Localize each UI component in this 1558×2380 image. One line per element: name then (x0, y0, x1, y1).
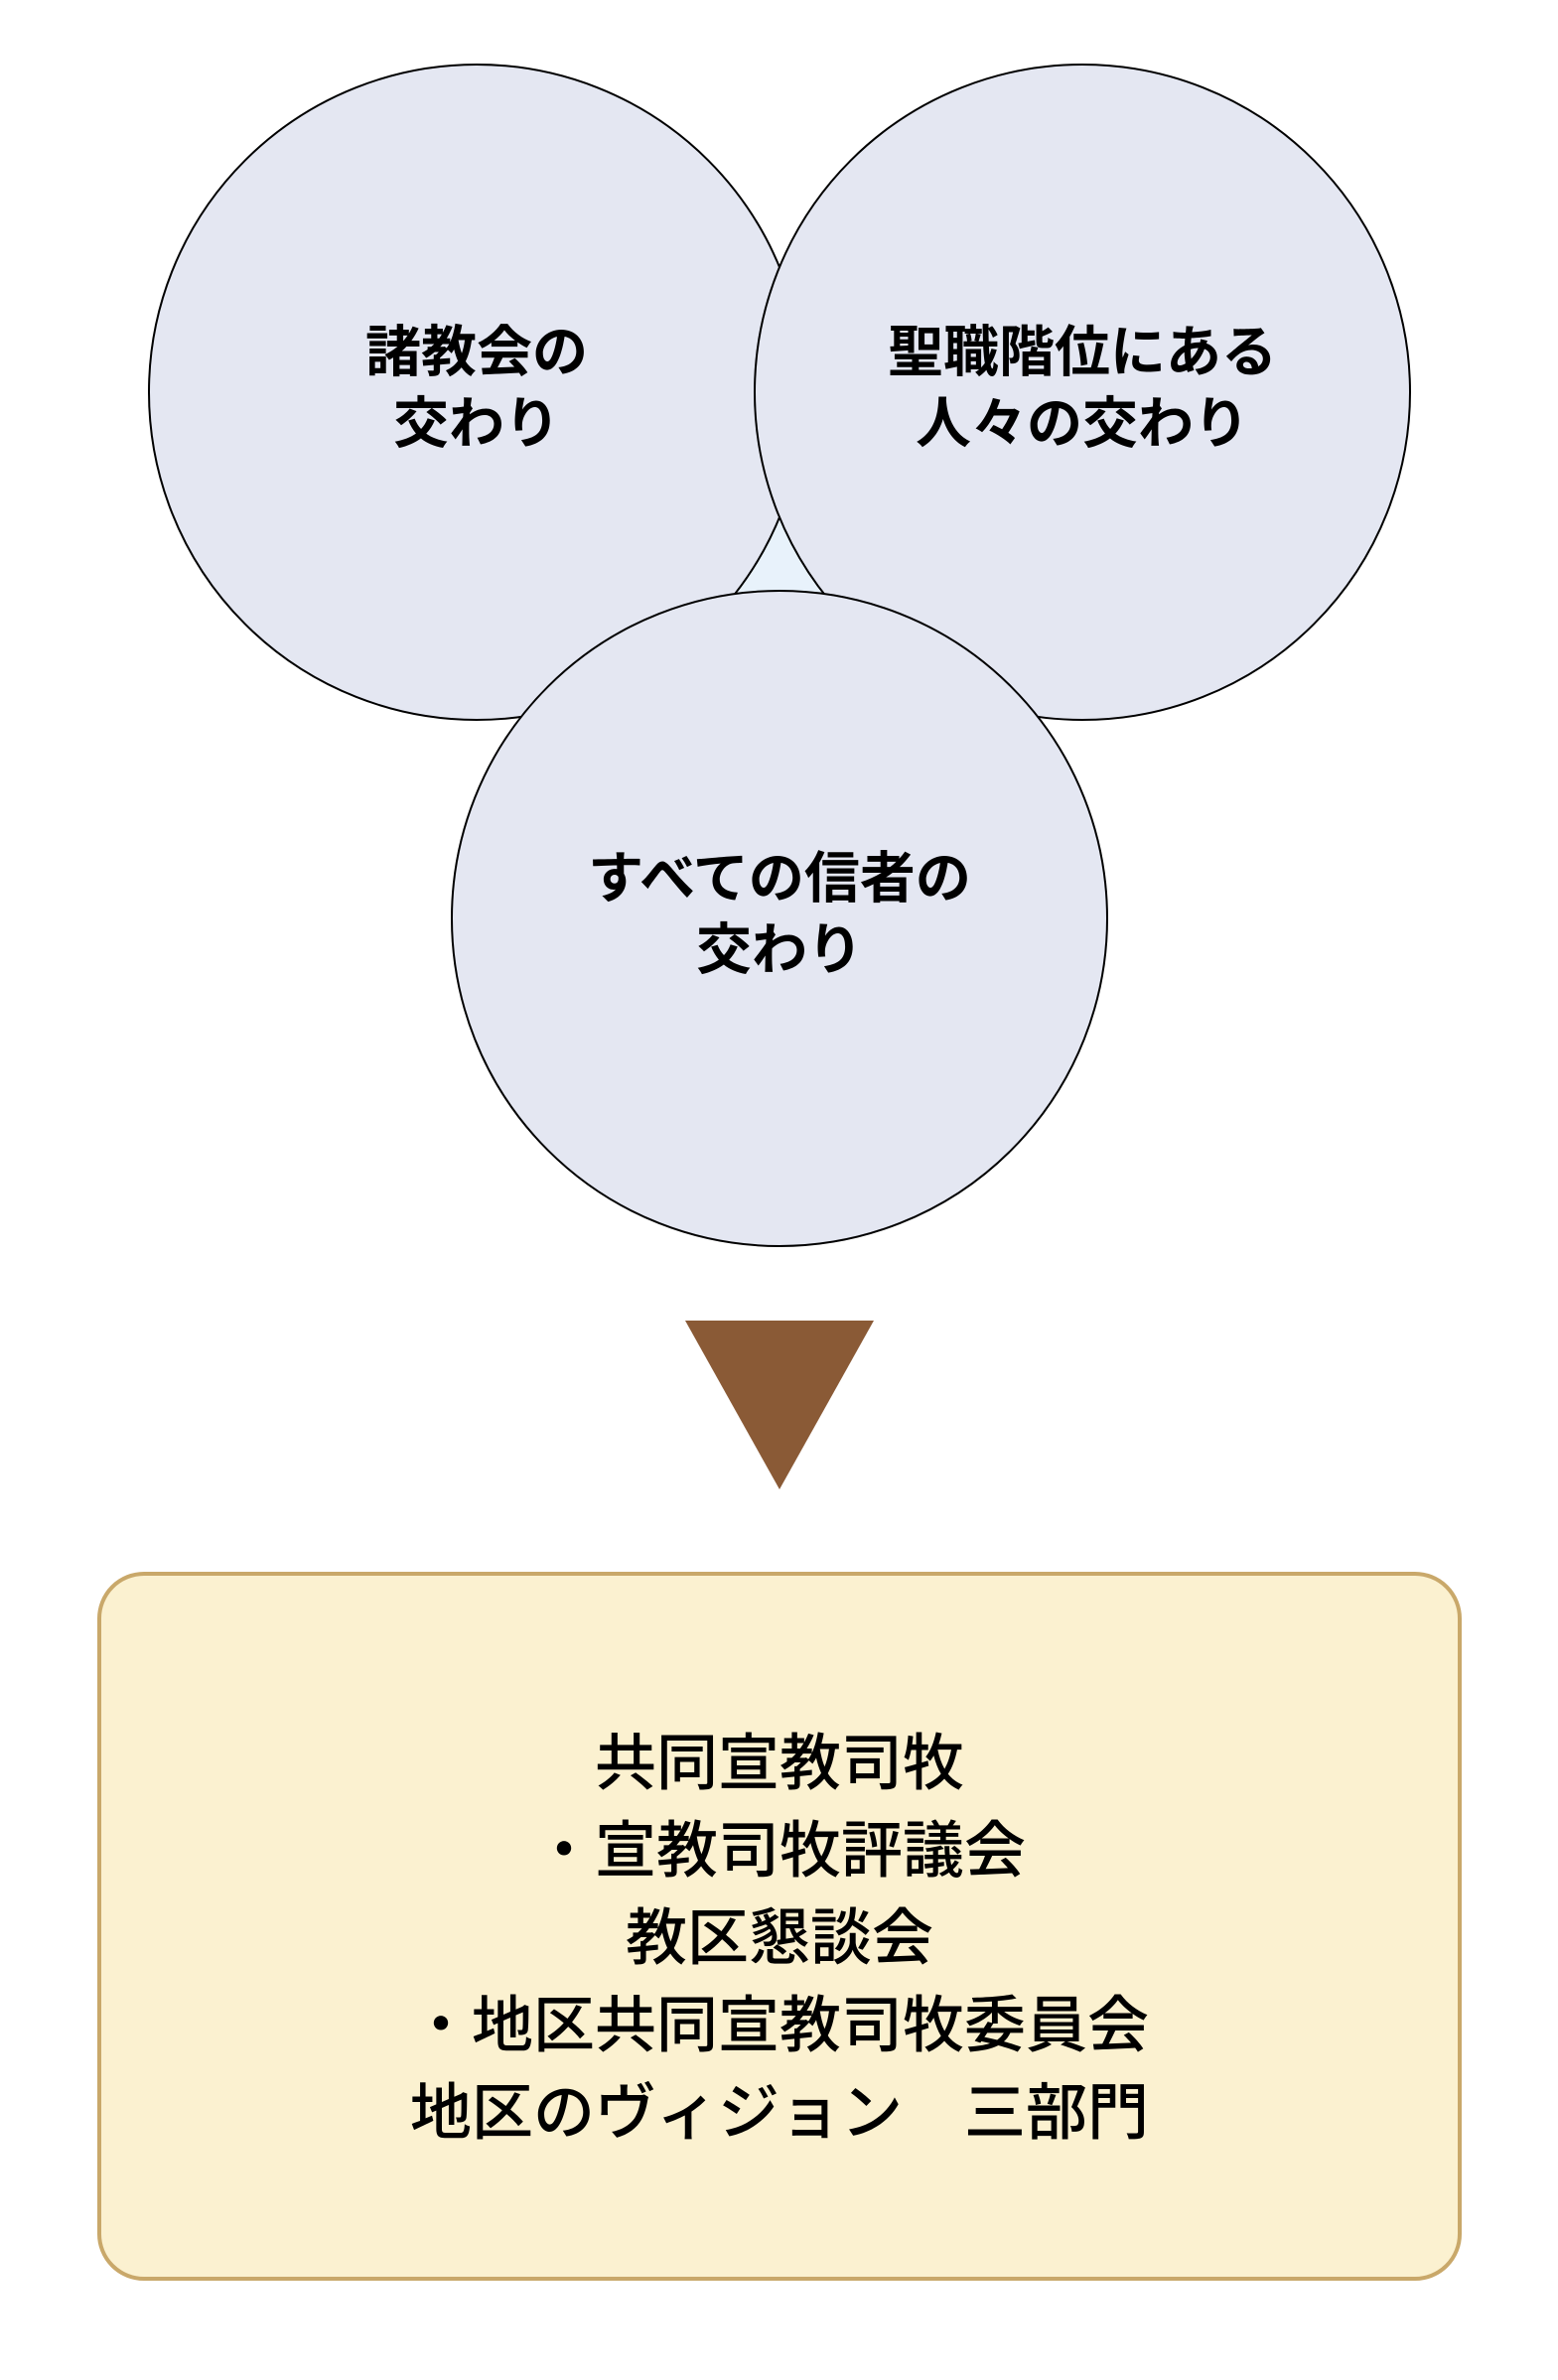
circle-left-label-line-1: 交わり (393, 379, 560, 460)
circle-right-label-line-1: 人々の交わり (916, 379, 1249, 460)
circle-left-label-line-0: 諸教会の (365, 308, 588, 388)
summary-box-line-3: ・地区共同宣教司牧委員会 (410, 1975, 1149, 2064)
summary-box-line-4: 地区のヴィジョン 三部門 (410, 2062, 1149, 2152)
summary-box-line-1: ・宣教司牧評議会 (533, 1800, 1026, 1890)
summary-box-line-0: 共同宣教司牧 (595, 1713, 964, 1802)
summary-box-line-2: 教区懇談会 (626, 1888, 933, 1977)
circle-right-label-line-0: 聖職階位にある (888, 308, 1277, 388)
circle-bottom-label-line-1: 交わり (696, 906, 863, 986)
circle-bottom-label-line-0: すべての信者の (588, 834, 971, 914)
down-arrow (685, 1321, 874, 1489)
